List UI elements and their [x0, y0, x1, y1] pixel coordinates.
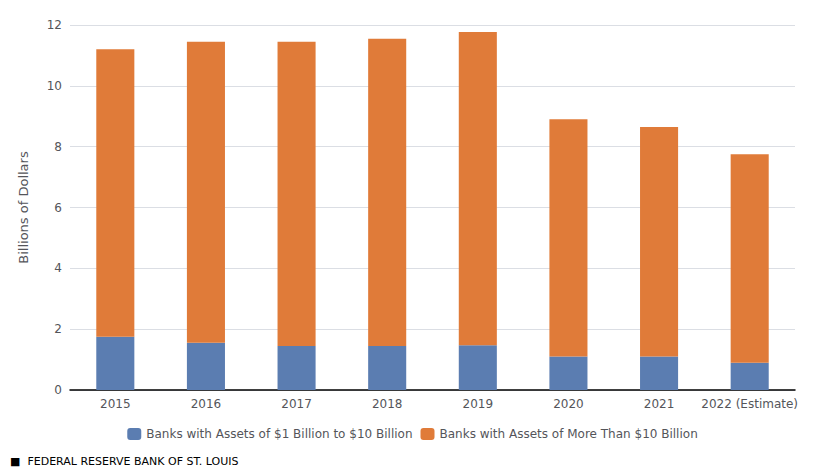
svg-text:2016: 2016 — [191, 397, 222, 411]
svg-text:2022 (Estimate): 2022 (Estimate) — [701, 397, 798, 411]
svg-text:8: 8 — [54, 140, 62, 154]
svg-text:2019: 2019 — [463, 397, 494, 411]
svg-text:12: 12 — [47, 18, 62, 32]
svg-text:2018: 2018 — [372, 397, 403, 411]
svg-text:2021: 2021 — [644, 397, 675, 411]
svg-text:2017: 2017 — [281, 397, 312, 411]
svg-text:0: 0 — [54, 383, 62, 397]
svg-text:4: 4 — [54, 261, 62, 275]
svg-text:Banks with Assets of $1 Billio: Banks with Assets of $1 Billion to $10 B… — [146, 427, 412, 441]
svg-text:■ FEDERAL RESERVE BANK OF ST.: ■ FEDERAL RESERVE BANK OF ST. LOUIS — [10, 455, 239, 468]
svg-text:10: 10 — [47, 79, 62, 93]
svg-text:Billions of Dollars: Billions of Dollars — [16, 151, 31, 264]
svg-text:6: 6 — [54, 201, 62, 215]
svg-text:2020: 2020 — [553, 397, 584, 411]
svg-text:2015: 2015 — [100, 397, 131, 411]
svg-text:Banks with Assets of More Than: Banks with Assets of More Than $10 Billi… — [440, 427, 698, 441]
svg-text:2: 2 — [54, 322, 62, 336]
